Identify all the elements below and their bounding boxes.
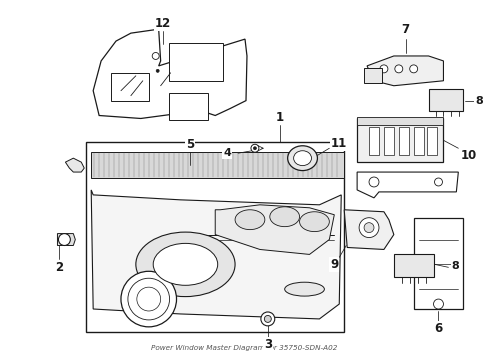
Text: 5: 5 xyxy=(186,138,194,151)
Circle shape xyxy=(253,147,256,150)
Text: Power Window Master Diagram for 35750-SDN-A02: Power Window Master Diagram for 35750-SD… xyxy=(150,345,337,351)
Circle shape xyxy=(434,178,442,186)
Ellipse shape xyxy=(299,212,328,231)
Circle shape xyxy=(264,315,271,323)
Bar xyxy=(398,127,408,155)
Polygon shape xyxy=(93,29,246,118)
Circle shape xyxy=(409,65,417,73)
Text: 8: 8 xyxy=(474,96,482,105)
Ellipse shape xyxy=(235,210,264,230)
Circle shape xyxy=(433,299,443,309)
Polygon shape xyxy=(366,56,443,86)
Polygon shape xyxy=(57,234,75,246)
Bar xyxy=(86,142,344,332)
Ellipse shape xyxy=(293,151,311,166)
Text: 10: 10 xyxy=(460,149,476,162)
Text: 6: 6 xyxy=(433,322,442,336)
Polygon shape xyxy=(427,89,462,111)
Circle shape xyxy=(250,144,258,152)
Polygon shape xyxy=(215,205,334,255)
Text: 8: 8 xyxy=(450,261,458,271)
Circle shape xyxy=(364,223,373,233)
Circle shape xyxy=(368,177,378,187)
Circle shape xyxy=(137,287,161,311)
Ellipse shape xyxy=(153,243,217,285)
Circle shape xyxy=(121,271,176,327)
Polygon shape xyxy=(356,118,443,162)
Circle shape xyxy=(260,312,274,326)
Bar xyxy=(168,93,208,121)
Ellipse shape xyxy=(287,146,317,171)
Polygon shape xyxy=(65,158,84,172)
Text: 2: 2 xyxy=(55,261,63,274)
Bar xyxy=(168,43,223,81)
Polygon shape xyxy=(344,210,393,249)
Circle shape xyxy=(358,218,378,238)
Text: 1: 1 xyxy=(275,111,283,124)
Polygon shape xyxy=(356,172,457,198)
Bar xyxy=(356,117,443,125)
Polygon shape xyxy=(91,190,341,319)
Bar xyxy=(368,127,378,155)
Bar xyxy=(91,152,344,178)
Polygon shape xyxy=(393,255,433,277)
Ellipse shape xyxy=(136,232,235,297)
Text: 7: 7 xyxy=(401,23,409,36)
Bar xyxy=(111,73,148,100)
Polygon shape xyxy=(413,218,462,309)
Text: 4: 4 xyxy=(223,148,231,158)
Circle shape xyxy=(156,69,159,72)
Circle shape xyxy=(152,53,159,59)
Text: 12: 12 xyxy=(154,17,170,30)
Circle shape xyxy=(59,234,70,246)
Ellipse shape xyxy=(269,207,299,227)
Bar xyxy=(426,127,436,155)
Bar xyxy=(383,127,393,155)
Circle shape xyxy=(128,278,169,320)
Ellipse shape xyxy=(284,282,324,296)
Bar xyxy=(413,127,423,155)
Circle shape xyxy=(379,65,387,73)
Circle shape xyxy=(394,65,402,73)
Text: 3: 3 xyxy=(263,338,271,351)
Text: 9: 9 xyxy=(329,258,338,271)
Text: 11: 11 xyxy=(330,137,346,150)
Bar xyxy=(364,68,381,83)
